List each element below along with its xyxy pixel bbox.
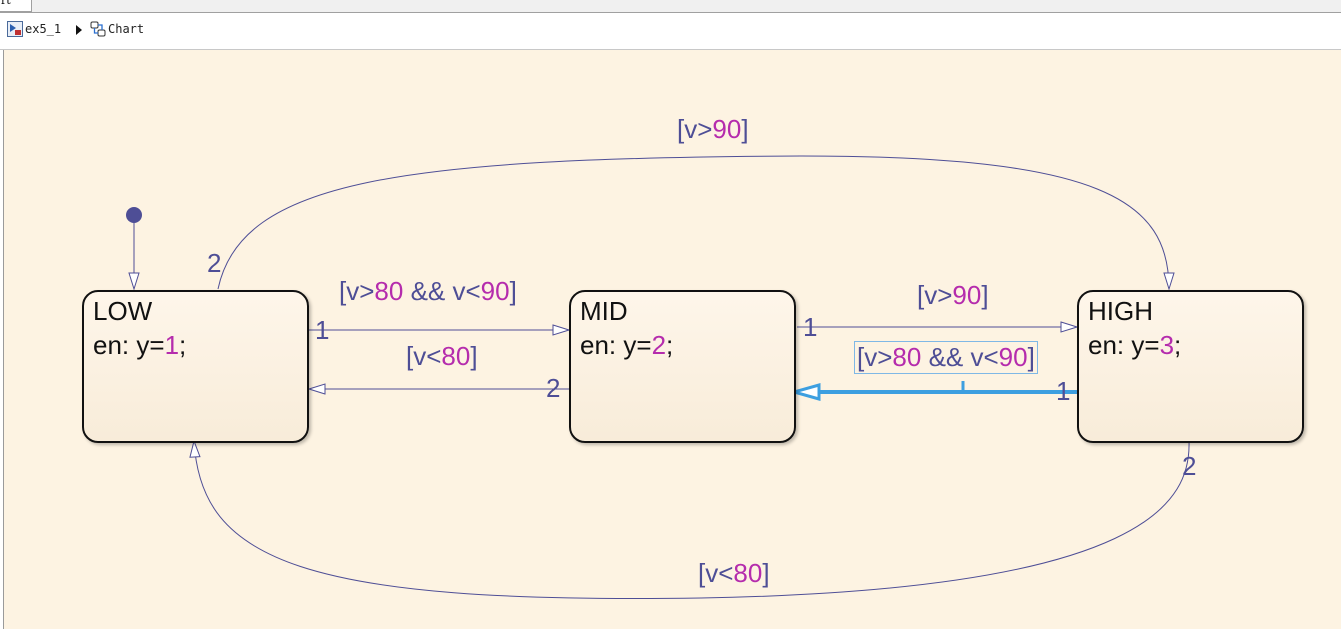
action-value: 3 <box>1159 330 1175 360</box>
execution-order-low-to-high: 2 <box>207 248 222 278</box>
transition-label-low-to-high[interactable]: [v>90] <box>677 114 749 145</box>
state-entry-action: en: y=3; <box>1088 330 1181 361</box>
label-number: 80 <box>892 342 922 372</box>
stateflow-canvas[interactable]: LOW en: y=1; MID en: y=2; HIGH en: y=3; … <box>3 50 1341 629</box>
transition-label-high-to-mid[interactable]: [v>80 && v<90] <box>854 341 1038 374</box>
action-suffix: ; <box>1174 330 1182 360</box>
transition-label-low-to-mid[interactable]: [v>80 && v<90] <box>339 276 517 307</box>
state-name: LOW <box>93 296 153 326</box>
label-number: 80 <box>441 341 471 371</box>
tab-strip: rt <box>0 0 1341 13</box>
state-name: HIGH <box>1088 296 1153 326</box>
label-post: ] <box>1027 342 1035 372</box>
label-post: ] <box>741 114 749 144</box>
label-number: 80 <box>374 276 404 306</box>
state-low[interactable]: LOW en: y=1; <box>82 290 309 443</box>
label-number: 80 <box>733 558 763 588</box>
transition-label-high-to-low[interactable]: [v<80] <box>698 558 770 589</box>
transition-high-to-mid[interactable] <box>794 381 1077 392</box>
label-post: ] <box>470 341 478 371</box>
transition-high-to-low[interactable] <box>194 441 1190 599</box>
label-post: ] <box>762 558 770 588</box>
action-value: 1 <box>164 330 180 360</box>
label-pre: [v> <box>857 342 893 372</box>
label-pre: [v> <box>677 114 713 144</box>
state-entry-action: en: y=1; <box>93 330 186 361</box>
label-post: ] <box>509 276 517 306</box>
action-prefix: en: y= <box>1088 330 1160 360</box>
label-post: ] <box>981 280 989 310</box>
breadcrumb: ex5_1 Chart <box>0 13 1341 50</box>
execution-order-mid-to-low: 2 <box>546 373 561 403</box>
default-transition[interactable] <box>126 207 142 289</box>
action-suffix: ; <box>179 330 187 360</box>
label-pre: [v> <box>339 276 375 306</box>
execution-order-high-to-low: 2 <box>1182 451 1197 481</box>
simulink-model-icon <box>7 21 23 37</box>
chevron-right-icon <box>76 25 82 35</box>
transition-low-to-high[interactable] <box>217 155 1169 289</box>
breadcrumb-item-model[interactable]: ex5_1 <box>7 21 61 37</box>
stateflow-chart-icon <box>90 21 106 37</box>
execution-order-low-to-mid: 1 <box>315 315 330 345</box>
label-number: 90 <box>998 342 1028 372</box>
label-mid: && v< <box>921 342 999 372</box>
breadcrumb-item-chart[interactable]: Chart <box>90 21 144 37</box>
label-number: 90 <box>480 276 510 306</box>
breadcrumb-label: Chart <box>108 22 145 36</box>
transition-layer <box>126 155 1190 599</box>
label-mid: && v< <box>403 276 481 306</box>
transition-label-mid-to-high[interactable]: [v>90] <box>917 280 989 311</box>
transition-label-mid-to-low[interactable]: [v<80] <box>406 341 478 372</box>
label-pre: [v< <box>406 341 442 371</box>
execution-order-mid-to-high: 1 <box>803 312 818 342</box>
label-pre: [v> <box>917 280 953 310</box>
action-prefix: en: y= <box>580 330 652 360</box>
state-mid[interactable]: MID en: y=2; <box>569 290 796 443</box>
state-entry-action: en: y=2; <box>580 330 673 361</box>
label-number: 90 <box>712 114 742 144</box>
action-suffix: ; <box>666 330 674 360</box>
breadcrumb-label: ex5_1 <box>25 22 62 36</box>
state-name: MID <box>580 296 628 326</box>
label-number: 90 <box>952 280 982 310</box>
tab-chart[interactable]: rt <box>0 0 32 12</box>
execution-order-high-to-mid: 1 <box>1056 376 1071 406</box>
label-pre: [v< <box>698 558 734 588</box>
state-high[interactable]: HIGH en: y=3; <box>1077 290 1304 443</box>
action-prefix: en: y= <box>93 330 165 360</box>
action-value: 2 <box>651 330 667 360</box>
